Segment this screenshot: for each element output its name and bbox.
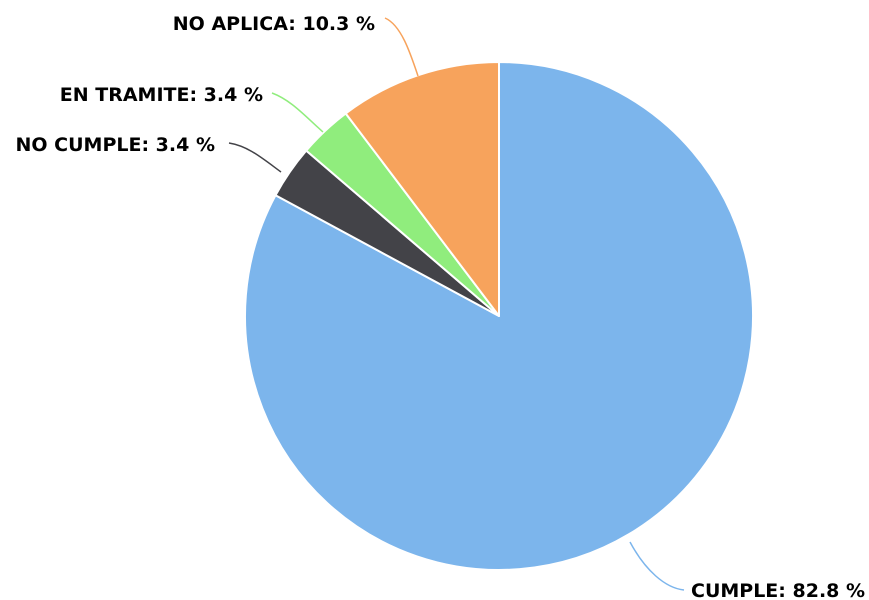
connector-en-tramite (271, 92, 324, 133)
data-label-en-tramite: EN TRAMITE: 3.4 % (60, 84, 263, 106)
data-label-connectors (228, 17, 685, 591)
data-label-no-aplica: NO APLICA: 10.3 % (173, 13, 375, 35)
connector-no-aplica (384, 17, 419, 77)
data-labels: CUMPLE: 82.8 % NO CUMPLE: 3.4 % EN TRAMITE… (16, 13, 866, 600)
connector-no-cumple (228, 142, 282, 173)
data-label-cumple: CUMPLE: 82.8 % (691, 580, 865, 600)
connector-cumple (629, 541, 685, 591)
pie-slices (244, 61, 754, 571)
data-label-no-cumple: NO CUMPLE: 3.4 % (16, 134, 215, 156)
